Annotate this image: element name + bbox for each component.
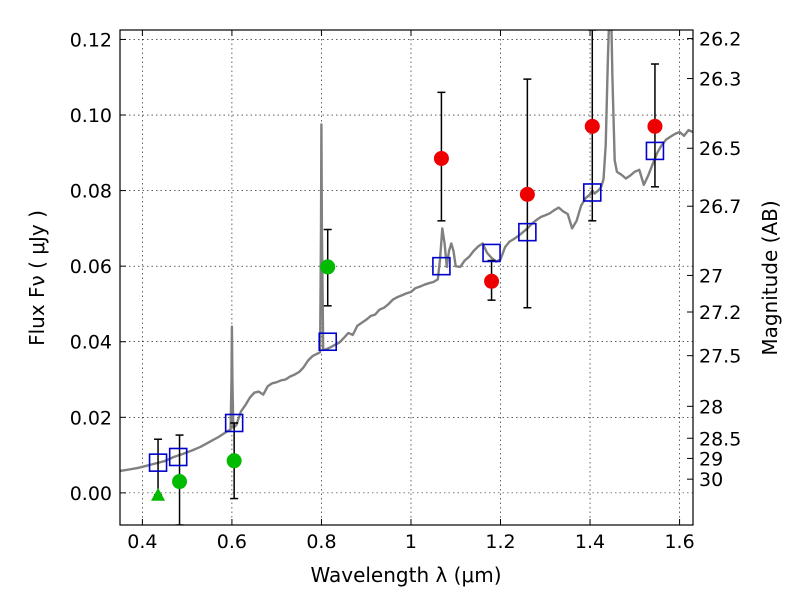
y-tick-label: 0.00	[70, 483, 112, 505]
green-data-point	[320, 259, 336, 275]
grid-lines	[120, 30, 693, 525]
model-point	[645, 141, 665, 161]
mag-tick-label: 27	[699, 265, 723, 287]
y-tick-label: 0.04	[70, 332, 112, 354]
model-point	[148, 453, 168, 472]
y-tick-label: 0.06	[70, 256, 112, 278]
x-tick-label: 0.8	[306, 531, 336, 553]
red-data-point	[484, 273, 500, 289]
red-data-point	[519, 186, 535, 202]
mag-tick-label: 26.5	[699, 138, 741, 160]
x-tick-label: 0.6	[217, 531, 247, 553]
x-tick-label: 1.2	[485, 531, 515, 553]
model-point	[582, 183, 602, 202]
template-spectrum-line	[120, 30, 693, 473]
mag-tick-label: 30	[699, 469, 723, 491]
red-data-point	[433, 150, 449, 166]
green-data-point	[226, 453, 242, 469]
mag-tick-label: 28.5	[699, 428, 741, 450]
y-tick-label: 0.10	[70, 105, 112, 127]
y-tick-label: 0.12	[70, 29, 112, 51]
red-data-point	[647, 118, 663, 134]
model-point	[318, 332, 338, 352]
plot-frame	[119, 29, 694, 526]
mag-tick-label: 26.2	[699, 29, 741, 51]
mag-tick-label: 28	[699, 396, 723, 418]
model-point	[482, 243, 501, 263]
mag-tick-label: 26.7	[699, 196, 741, 218]
y2-axis-label: Magnitude (AB)	[758, 200, 782, 355]
model-point	[224, 413, 244, 433]
y-tick-label: 0.08	[70, 181, 112, 203]
green-data-point	[172, 474, 188, 490]
mag-tick-label: 29	[699, 448, 723, 470]
x-axis-label: Wavelength λ (μm)	[310, 563, 501, 587]
y-tick-label: 0.02	[70, 407, 112, 429]
mag-tick-label: 27.2	[699, 302, 741, 324]
y-axis-label: Flux Fν ( μJy )	[25, 210, 49, 346]
mag-tick-label: 27.5	[699, 346, 741, 368]
red-data-point	[584, 118, 600, 134]
mag-tick-label: 26.3	[699, 69, 741, 91]
model-point	[168, 447, 188, 467]
x-tick-label: 0.4	[127, 531, 157, 553]
upper-limit-point	[151, 487, 166, 501]
model-point	[518, 222, 537, 242]
model-point	[432, 256, 451, 276]
plot-area	[120, 30, 693, 525]
x-tick-label: 1	[405, 531, 417, 553]
axis-ticks: 0.4 0.6 0.8 1 1.2 1.4 1.6 0.00 0.02 0.04 0.06 0.08 0…	[70, 29, 742, 553]
x-tick-label: 1.4	[575, 531, 605, 553]
x-tick-label: 1.6	[664, 531, 694, 553]
